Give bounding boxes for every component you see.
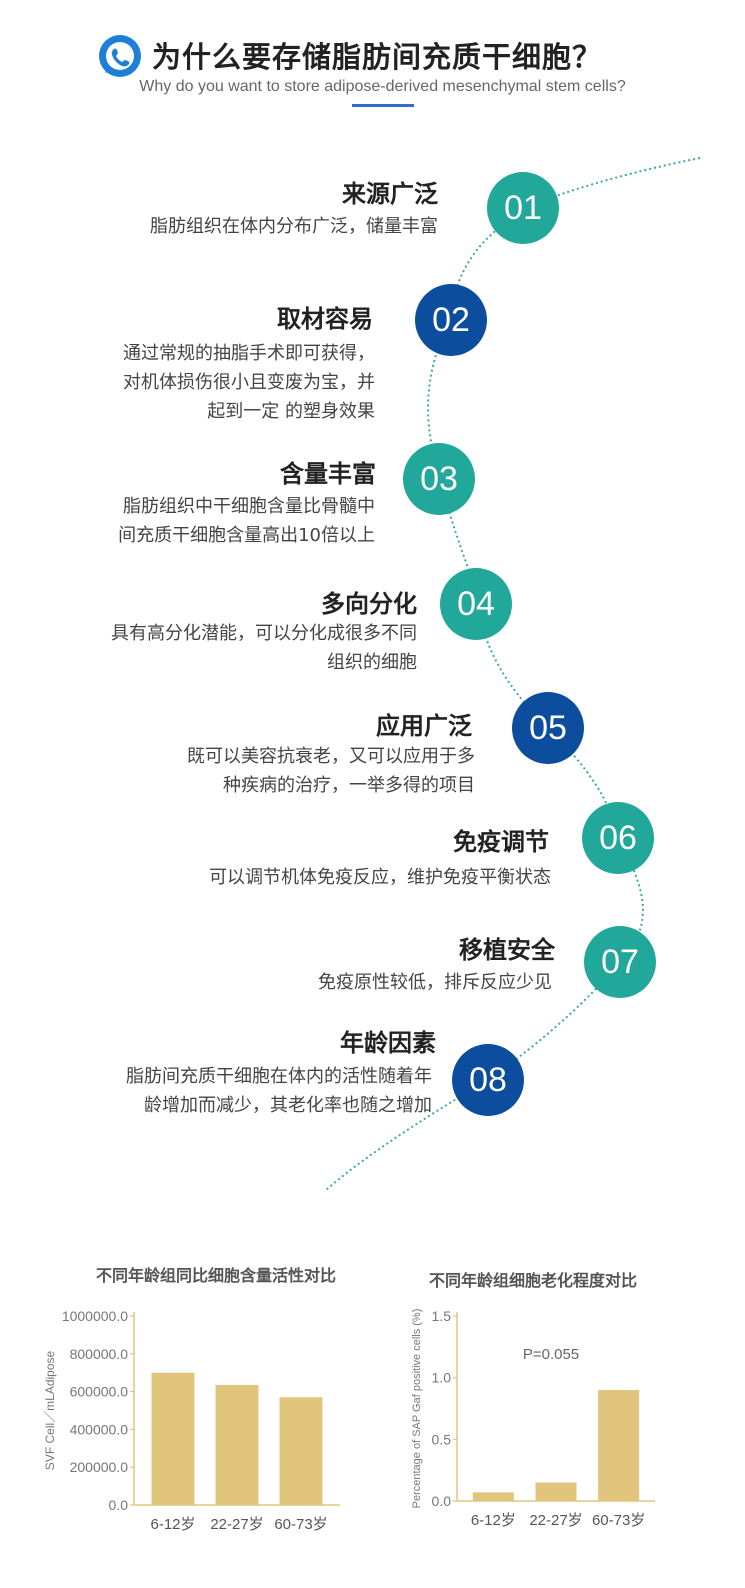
step-02-title: 取材容易: [277, 305, 373, 333]
y-tick-label: 1.0: [432, 1370, 452, 1386]
y-tick-label: 200000.0: [70, 1459, 129, 1475]
x-tick-label: 6-12岁: [150, 1516, 195, 1533]
step-04-title: 多向分化: [321, 590, 417, 618]
y-tick-label: 0.0: [432, 1493, 452, 1509]
x-tick-label: 22-27岁: [210, 1516, 263, 1533]
y-tick-label: 600000.0: [70, 1384, 129, 1400]
bar: [279, 1397, 323, 1505]
x-tick-label: 60-73岁: [592, 1512, 645, 1529]
page-title: 为什么要存储脂肪间充质干细胞？: [152, 40, 603, 74]
page-subtitle: Why do you want to store adipose-derived…: [139, 78, 626, 95]
x-tick-label: 60-73岁: [274, 1516, 327, 1533]
step-02-circle: 02: [415, 284, 487, 356]
step-07-desc: 免疫原性较低，排斥反应少见: [318, 972, 552, 993]
step-06-circle: 06: [582, 802, 654, 874]
step-03-desc: 脂肪组织中干细胞含量比骨髓中 间充质干细胞含量高出10倍以上: [118, 496, 375, 546]
bar: [535, 1482, 577, 1501]
chart-1: 1000000.0 800000.0 600000.0 400000.0 200000.…: [43, 1308, 340, 1533]
chart-1-title: 不同年龄组同比细胞含量活性对比: [96, 1266, 337, 1285]
step-01-desc: 脂肪组织在体内分布广泛，储量丰富: [150, 216, 438, 237]
step-07-title: 移植安全: [459, 936, 555, 964]
y-tick-label: 0.0: [109, 1497, 129, 1513]
y-tick-label: 800000.0: [70, 1346, 129, 1362]
step-04-desc: 具有高分化潜能，可以分化成很多不同 组织的细胞: [111, 623, 417, 673]
step-04-circle: 04: [440, 568, 512, 640]
x-tick-label: 6-12岁: [471, 1512, 516, 1529]
y-tick-label: 0.5: [432, 1431, 452, 1447]
step-05-desc: 既可以美容抗衰老，又可以应用于多 种疾病的治疗，一举多得的项目: [187, 746, 475, 796]
step-05-circle: 05: [512, 692, 584, 764]
chart-2-title: 不同年龄组细胞老化程度对比: [429, 1271, 638, 1290]
step-05-title: 应用广泛: [376, 712, 472, 740]
x-tick-label: 22-27岁: [529, 1512, 582, 1529]
y-axis-label: SVF Cell／mLAdipose: [43, 1350, 57, 1470]
bar: [472, 1492, 514, 1501]
step-03-circle: 03: [403, 443, 475, 515]
chart-2: 1.5 1.0 0.5 0.0 6-12岁 22-27岁 60-73岁 Percentage …: [411, 1308, 655, 1529]
timeline-curve: [325, 157, 701, 1191]
y-tick-label: 1.5: [432, 1308, 452, 1324]
step-01-title: 来源广泛: [342, 180, 438, 208]
step-08-desc: 脂肪间充质干细胞在体内的活性随着年 龄增加而减少，其老化率也随之增加: [126, 1066, 432, 1116]
bar: [151, 1372, 195, 1505]
y-axis-label: Percentage of SAP Gaf positive cells (%): [411, 1309, 423, 1509]
step-06-desc: 可以调节机体免疫反应，维护免疫平衡状态: [209, 867, 551, 888]
bar: [598, 1390, 640, 1501]
step-08-title: 年龄因素: [340, 1029, 436, 1057]
chart-annotation: P=0.055: [523, 1346, 579, 1363]
step-06-title: 免疫调节: [453, 828, 549, 856]
step-08-circle: 08: [452, 1044, 524, 1116]
y-tick-label: 400000.0: [70, 1421, 129, 1437]
step-01-circle: 01: [487, 172, 559, 244]
step-02-desc: 通过常规的抽脂手术即可获得， 对机体损伤很小且变废为宝，并 起到一定 的塑身效果: [123, 343, 375, 422]
step-03-title: 含量丰富: [280, 460, 376, 488]
title-underline: [352, 104, 414, 107]
page-header: 为什么要存储脂肪间充质干细胞？ Why do you want to store…: [0, 0, 745, 120]
y-tick-label: 1000000.0: [62, 1308, 128, 1324]
step-07-circle: 07: [584, 926, 656, 998]
bar: [215, 1384, 259, 1505]
phone-bubble-icon: [99, 35, 141, 77]
